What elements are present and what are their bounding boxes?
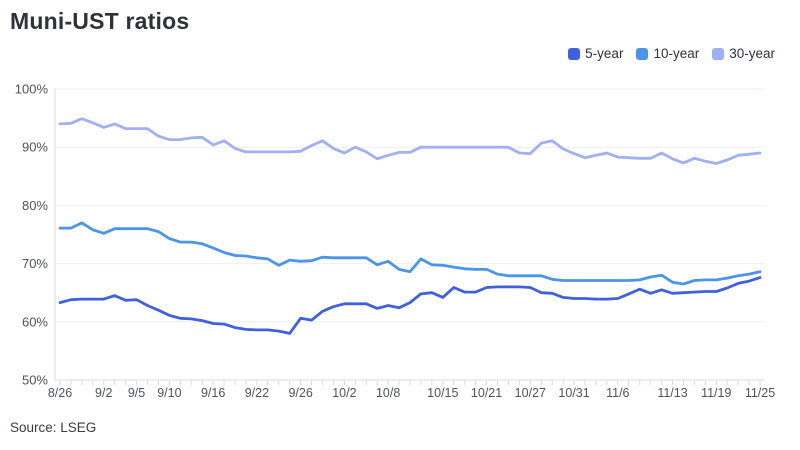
chart-title: Muni-UST ratios	[10, 8, 190, 34]
x-tick-label: 11/19	[701, 386, 731, 400]
x-tick-label: 9/16	[201, 386, 225, 400]
x-tick-label: 11/13	[657, 386, 687, 400]
y-tick-label: 70%	[22, 256, 48, 271]
y-tick-label: 80%	[22, 198, 48, 213]
x-tick-label: 11/6	[606, 386, 629, 400]
x-tick-label: 9/26	[288, 386, 312, 400]
legend-swatch-10-year	[636, 47, 649, 60]
legend-label: 30-year	[729, 46, 775, 61]
x-tick-label: 10/21	[471, 386, 502, 400]
y-tick-label: 100%	[15, 82, 49, 97]
legend-item-5-year: 5-year	[568, 46, 623, 61]
y-tick-label: 60%	[22, 314, 48, 329]
x-tick-label: 10/8	[376, 386, 400, 400]
series-line-10-year	[58, 221, 762, 286]
legend-label: 5-year	[585, 46, 624, 61]
x-tick-label: 9/10	[157, 386, 181, 400]
x-tick-label: 8/26	[48, 386, 72, 400]
chart-legend: 5-year 10-year 30-year	[568, 46, 775, 61]
x-tick-label: 9/5	[128, 386, 145, 400]
x-tick-label: 11/25	[745, 386, 775, 400]
y-tick-label: 50%	[22, 373, 48, 388]
x-axis-ticks	[59, 380, 761, 385]
legend-swatch-30-year	[712, 47, 725, 60]
series-line-30-year	[58, 117, 762, 165]
legend-label: 10-year	[653, 46, 700, 61]
x-tick-label: 10/2	[332, 386, 356, 400]
x-tick-label: 9/22	[245, 386, 269, 400]
source-note: Source: LSEG	[10, 420, 97, 435]
legend-item-10-year: 10-year	[636, 46, 699, 61]
x-tick-label: 9/2	[95, 386, 112, 400]
series-lines	[58, 117, 762, 335]
legend-item-30-year: 30-year	[712, 46, 775, 61]
series-line-5-year	[58, 276, 762, 335]
y-gridlines	[55, 88, 765, 323]
legend-swatch-5-year	[568, 47, 581, 60]
y-axis-labels: 50% 60% 70% 80% 90% 100%	[15, 82, 49, 388]
y-tick-label: 90%	[22, 140, 48, 155]
x-tick-label: 10/27	[515, 386, 546, 400]
x-tick-label: 10/15	[427, 386, 458, 400]
x-tick-label: 10/31	[558, 386, 589, 400]
x-axis-labels: 8/26 9/2 9/5 9/10 9/16 9/22 9/26 10/2 10/8 10/15 1…	[48, 386, 775, 400]
